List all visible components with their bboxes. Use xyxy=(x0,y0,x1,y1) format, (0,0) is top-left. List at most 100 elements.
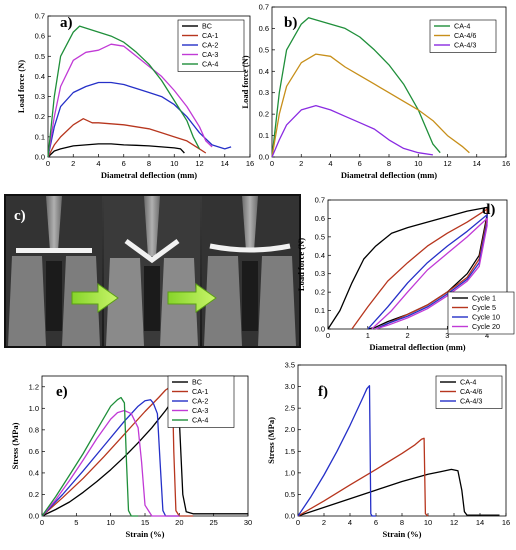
x-tick-label: 12 xyxy=(450,518,458,527)
y-axis-label: Stress (MPa) xyxy=(266,417,276,464)
legend-box xyxy=(167,375,235,428)
series-line-ca-4 xyxy=(271,17,441,158)
y-tick-label: 0.2 xyxy=(35,112,45,121)
y-tick-label: 0.4 xyxy=(29,468,39,477)
x-tick-label: 2 xyxy=(299,159,303,168)
x-tick-label: 0 xyxy=(46,159,50,168)
y-tick-label: 0.2 xyxy=(259,110,269,119)
y-tick-label: 0.3 xyxy=(259,88,269,97)
legend-entry: CA-2 xyxy=(202,41,218,50)
x-tick-label: 4 xyxy=(348,518,352,527)
series-line-ca-4 xyxy=(297,468,500,517)
y-tick-label: 0.0 xyxy=(35,153,45,162)
series-line-ca-4 xyxy=(41,396,139,517)
x-tick-label: 3 xyxy=(445,331,449,340)
x-tick-label: 25 xyxy=(209,518,217,527)
x-tick-label: 8 xyxy=(400,518,404,527)
panel-label-d: d) xyxy=(482,202,495,218)
panel-label-e: e) xyxy=(56,384,68,400)
legend-entry: CA-4 xyxy=(454,22,470,31)
panel-label-c: c) xyxy=(14,208,26,224)
legend-entry: Cycle 5 xyxy=(472,303,496,312)
series-line-ca-4-6 xyxy=(297,437,429,517)
x-tick-label: 14 xyxy=(221,159,229,168)
x-tick-label: 0 xyxy=(270,159,274,168)
x-tick-label: 8 xyxy=(387,159,391,168)
y-tick-label: 0.0 xyxy=(315,325,325,334)
x-tick-label: 0 xyxy=(296,518,300,527)
y-tick-label: 0.6 xyxy=(315,214,325,223)
y-axis-label: Load force (N) xyxy=(16,60,26,113)
x-tick-label: 10 xyxy=(106,518,114,527)
x-tick-label: 6 xyxy=(374,518,378,527)
x-tick-label: 2 xyxy=(322,518,326,527)
legend-entry: BC xyxy=(192,378,202,387)
x-tick-label: 14 xyxy=(476,518,484,527)
y-tick-label: 1.0 xyxy=(285,468,295,477)
series-line-bc xyxy=(47,143,185,158)
y-tick-label: 0.3 xyxy=(315,269,325,278)
series-line-ca-1 xyxy=(41,387,194,517)
x-tick-label: 10 xyxy=(170,159,178,168)
y-axis-label: Load force (N) xyxy=(240,55,250,108)
y-tick-label: 0.1 xyxy=(35,132,45,141)
legend-entry: CA-1 xyxy=(192,387,208,396)
chart-panel-a: 0 2 4 6 8 10 12 14 16 0.0 0.1 0.2 0.3 0.4 0.5 0.6 0.7 Dia… xyxy=(16,12,254,181)
y-tick-label: 0.5 xyxy=(315,232,325,241)
y-tick-label: 0.4 xyxy=(259,67,269,76)
y-tick-label: 1.2 xyxy=(29,382,39,391)
series-line-ca-2 xyxy=(47,81,232,158)
series-line-cycle-20 xyxy=(371,217,488,330)
legend-entry: CA-4/3 xyxy=(460,397,482,406)
x-tick-label: 5 xyxy=(74,518,78,527)
x-tick-label: 1 xyxy=(366,331,370,340)
legend-box xyxy=(177,19,245,72)
x-tick-label: 10 xyxy=(414,159,422,168)
y-tick-label: 0.7 xyxy=(315,196,325,205)
y-tick-label: 2.5 xyxy=(285,404,295,413)
x-tick-label: 6 xyxy=(358,159,362,168)
x-tick-label: 16 xyxy=(246,159,254,168)
legend-entry: CA-4 xyxy=(460,378,476,387)
x-tick-label: 0 xyxy=(40,518,44,527)
x-tick-label: 30 xyxy=(244,518,252,527)
y-tick-label: 0.6 xyxy=(259,24,269,33)
y-axis-label: Stress (MPa) xyxy=(10,422,20,469)
x-tick-label: 20 xyxy=(175,518,183,527)
y-tick-label: 0.1 xyxy=(315,306,325,315)
y-tick-label: 0.0 xyxy=(259,153,269,162)
x-tick-label: 12 xyxy=(195,159,203,168)
y-tick-label: 0.7 xyxy=(259,3,269,12)
chart-panel-b: 0 2 4 6 8 10 12 14 16 0.0 0.1 0.2 0.3 0.4 0.5 0.6 0.7 Dia… xyxy=(240,3,510,181)
y-tick-label: 0.5 xyxy=(285,490,295,499)
legend-entry: CA-4/6 xyxy=(454,31,476,40)
legend-entry: Cycle 20 xyxy=(472,322,500,331)
x-tick-label: 4 xyxy=(96,159,100,168)
x-axis-label: Diametral deflection (mm) xyxy=(369,342,465,352)
x-tick-label: 4 xyxy=(328,159,332,168)
x-tick-label: 6 xyxy=(122,159,126,168)
legend-entry: CA-2 xyxy=(192,397,208,406)
x-tick-label: 16 xyxy=(502,159,510,168)
y-tick-label: 0.4 xyxy=(35,72,45,81)
frame-2 xyxy=(104,196,200,346)
x-tick-label: 16 xyxy=(502,518,510,527)
panel-label-b: b) xyxy=(284,15,297,31)
x-axis-label: Strain (%) xyxy=(126,529,165,539)
y-tick-label: 3.5 xyxy=(285,361,295,370)
x-tick-label: 10 xyxy=(424,518,432,527)
x-tick-label: 2 xyxy=(405,331,409,340)
series-line-ca-1 xyxy=(47,118,207,158)
y-tick-label: 0.6 xyxy=(35,32,45,41)
panel-label-a: a) xyxy=(60,15,73,31)
legend-entry: Cycle 10 xyxy=(472,313,500,322)
y-tick-label: 0.3 xyxy=(35,92,45,101)
legend-entry: CA-3 xyxy=(202,50,218,59)
y-tick-label: 0.0 xyxy=(285,512,295,521)
y-tick-label: 0.6 xyxy=(29,447,39,456)
x-axis-label: Strain (%) xyxy=(383,529,422,539)
legend-entry: Cycle 1 xyxy=(472,294,496,303)
y-tick-label: 1.0 xyxy=(29,404,39,413)
x-axis-label: Diametral deflection (mm) xyxy=(341,170,437,180)
